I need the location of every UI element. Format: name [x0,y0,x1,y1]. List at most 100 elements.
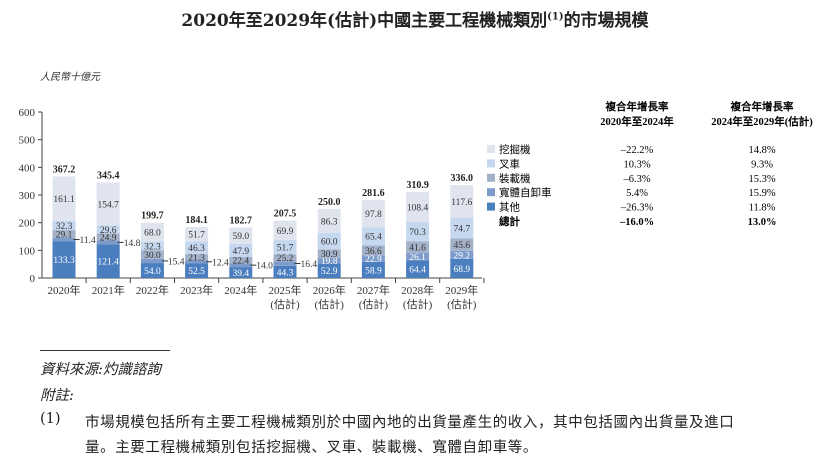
bar-segment [185,260,209,264]
table-header: 2020年至2024年 [600,115,674,128]
data-label: 86.3 [321,217,338,227]
bar-segment [273,254,297,262]
legend-swatch [487,173,495,182]
data-label: 54.0 [144,267,161,277]
bar-segment [317,208,341,233]
legend-swatch [487,145,495,153]
bar-segment [406,241,430,253]
data-label: 15.4 [168,257,185,267]
data-label: 32.3 [144,243,161,253]
data-label: 44.3 [277,268,294,278]
data-label: 69.9 [277,227,294,237]
data-label: 59.0 [232,232,249,242]
bar-segment [450,217,474,239]
bar-segment [185,263,209,278]
data-label: 60.0 [321,238,338,248]
y-tick-label: 500 [19,135,36,147]
data-label: 133.3 [53,256,75,266]
cagr-2020-2024: –26.3% [620,203,654,214]
data-label: 25.2 [277,254,294,264]
cagr-2020-2024: 10.3% [623,159,650,170]
cagr-2024-2029: 13.0% [748,217,777,228]
total-label: 250.0 [318,197,341,208]
data-label: 68.0 [144,229,161,239]
legend-label: 總計 [499,215,520,228]
bar-segment [317,263,341,278]
bar-segment [361,261,385,278]
x-tick-label: 2020年 [48,283,81,297]
footnote-divider [40,350,170,351]
note-line-1: 市場規模包括所有主要工程機械類別於中國內地的出貨量產生的收入，其中包括國內出貨量… [85,415,735,431]
data-label: 29.1 [56,230,73,240]
bar-segment [96,182,120,226]
data-label: 154.7 [98,200,120,210]
y-tick-label: 0 [30,273,36,285]
bar-segment [140,258,164,264]
data-label: 51.7 [277,244,294,254]
chart-title: 2020年至2029年(估計)中國主要工程機械類別(1)的市場規模 [181,11,649,31]
bar-segment [450,238,474,251]
data-label: 12.4 [212,258,229,268]
y-tick-label: 200 [19,218,36,230]
y-tick-label: 300 [19,190,36,202]
data-label: 52.5 [188,267,205,277]
data-label: 121.4 [98,258,120,268]
data-label: 65.4 [365,233,382,243]
bar-segment [317,232,341,250]
cagr-2024-2029: 15.9% [748,188,775,199]
note-number: (1) [40,411,61,427]
table-header: 複合年增長率 [730,100,794,113]
legend-swatch [487,188,495,197]
legend-label: 其他 [499,201,520,214]
cagr-2024-2029: 11.8% [749,203,776,214]
data-label: 22.4 [232,257,249,267]
bar-segment [273,239,297,255]
x-tick-sublabel: (估計) [447,297,477,311]
bar-segment [52,241,76,278]
x-tick-sublabel: (估計) [315,297,345,311]
x-tick-sublabel: (估計) [270,297,300,311]
legend-swatch [487,159,495,168]
bar-segment [273,265,297,278]
data-label: 45.6 [453,241,470,251]
data-label: 11.4 [80,236,97,246]
notes-label: 附註: [40,388,74,404]
cagr-2024-2029: 9.3% [751,159,773,170]
data-label: 47.9 [232,247,249,257]
bar-segment [229,227,253,244]
x-tick-label: 2029年 [445,283,478,297]
table-header: 複合年增長率 [605,100,669,113]
bar-segment [185,254,209,261]
total-label: 182.7 [230,215,253,226]
bar-segment [273,261,297,266]
data-label: 70.3 [409,228,426,238]
bar-segment [96,244,120,278]
bar-segment [140,250,164,259]
legend-label: 挖掘機 [499,143,531,156]
data-label: 74.7 [453,224,470,234]
x-tick-label: 2023年 [180,283,213,297]
cagr-2020-2024: 5.4% [626,188,648,199]
bar-segment [185,241,209,255]
cagr-2020-2024: –22.2% [620,145,654,156]
source-note: 資料來源:灼識諮詢 [40,362,161,378]
data-label: 29.6 [100,226,117,236]
data-label: 16.4 [301,260,318,270]
bar-segment [185,227,209,242]
total-label: 281.6 [362,188,385,199]
data-label: 58.9 [365,266,382,276]
data-label: 161.1 [53,195,75,205]
bar-segment [317,249,341,258]
bar-segment [406,260,430,278]
total-label: 336.0 [451,173,474,184]
bar-segment [361,227,385,246]
x-tick-label: 2021年 [92,283,125,297]
data-label: 46.3 [188,244,205,254]
data-label: 39.4 [232,269,249,279]
bar-segment [140,222,164,242]
x-tick-label: 2028年 [401,283,434,297]
total-label: 184.1 [185,215,208,226]
bar-segment [140,241,164,251]
x-tick-label: 2025年 [269,283,302,297]
data-label: 117.6 [451,198,472,208]
